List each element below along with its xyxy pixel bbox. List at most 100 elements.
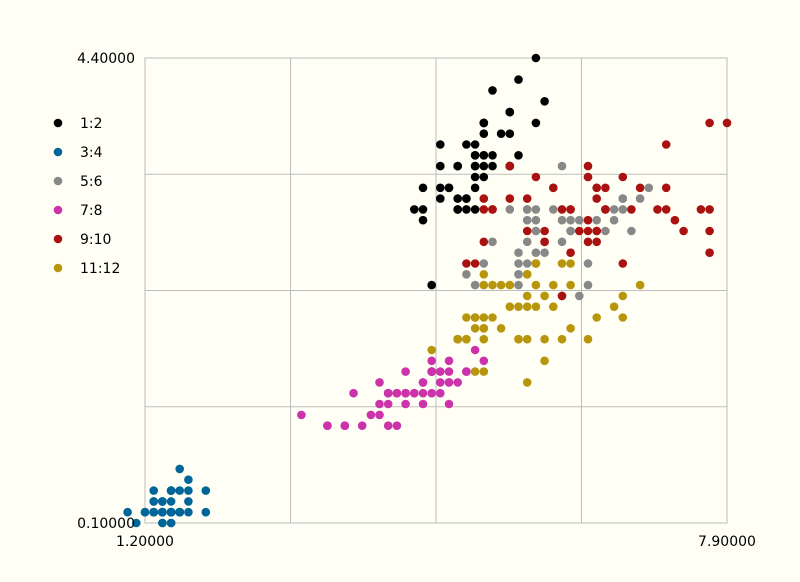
data-point bbox=[357, 421, 367, 431]
data-point bbox=[514, 151, 523, 160]
data-point bbox=[479, 270, 489, 279]
data-point bbox=[401, 388, 410, 398]
data-point bbox=[531, 248, 541, 257]
data-point bbox=[601, 226, 610, 236]
data-point bbox=[392, 421, 402, 431]
data-point bbox=[453, 161, 463, 171]
data-point bbox=[583, 237, 593, 247]
data-point bbox=[609, 205, 619, 214]
data-point bbox=[531, 226, 541, 236]
data-point bbox=[583, 172, 593, 182]
data-point bbox=[505, 280, 515, 290]
data-point bbox=[496, 280, 506, 290]
data-point bbox=[592, 313, 601, 322]
data-point bbox=[488, 161, 497, 171]
data-point bbox=[514, 270, 523, 279]
data-point bbox=[549, 183, 558, 193]
legend-label: 5:6 bbox=[80, 174, 103, 190]
data-point bbox=[479, 237, 489, 247]
data-point bbox=[166, 486, 176, 495]
data-point bbox=[401, 399, 410, 409]
data-point bbox=[679, 226, 688, 236]
data-point bbox=[609, 215, 619, 225]
data-point bbox=[470, 172, 480, 182]
data-point bbox=[540, 226, 549, 236]
grid-lines bbox=[145, 58, 727, 523]
data-point bbox=[705, 118, 714, 128]
data-point bbox=[540, 334, 549, 344]
x-tick-label-max: 7.90000 bbox=[698, 534, 756, 550]
data-point bbox=[479, 356, 489, 366]
data-point bbox=[549, 302, 558, 312]
data-point bbox=[123, 507, 132, 517]
data-point bbox=[635, 183, 645, 193]
data-point bbox=[297, 410, 306, 420]
data-point bbox=[549, 280, 558, 290]
data-point bbox=[557, 205, 567, 214]
data-point bbox=[418, 183, 428, 193]
data-point bbox=[522, 291, 532, 301]
data-point bbox=[514, 248, 523, 257]
data-point bbox=[522, 194, 532, 203]
data-point bbox=[479, 259, 489, 268]
data-point bbox=[618, 313, 628, 322]
legend-marker bbox=[53, 176, 63, 186]
data-point bbox=[175, 464, 184, 474]
data-point bbox=[479, 172, 489, 182]
data-point bbox=[505, 107, 515, 117]
data-point bbox=[375, 399, 384, 409]
data-point bbox=[140, 507, 150, 517]
data-point bbox=[410, 205, 419, 214]
data-point bbox=[444, 367, 454, 376]
data-point bbox=[470, 345, 480, 355]
data-point bbox=[479, 313, 489, 322]
data-point bbox=[531, 172, 541, 182]
data-point bbox=[366, 410, 376, 420]
data-point bbox=[479, 367, 489, 376]
data-point bbox=[540, 291, 549, 301]
data-point bbox=[670, 215, 680, 225]
data-point bbox=[583, 215, 593, 225]
legend-label: 9:10 bbox=[80, 232, 111, 248]
data-point bbox=[522, 259, 532, 268]
data-point bbox=[627, 205, 636, 214]
data-point bbox=[132, 518, 141, 528]
data-point bbox=[531, 118, 541, 128]
data-point bbox=[696, 205, 706, 214]
data-point bbox=[705, 226, 714, 236]
data-point bbox=[470, 205, 480, 214]
data-point bbox=[583, 226, 593, 236]
data-point bbox=[505, 129, 515, 138]
data-point bbox=[462, 270, 471, 279]
data-point bbox=[583, 161, 593, 171]
data-point bbox=[566, 215, 575, 225]
data-point bbox=[661, 205, 671, 214]
data-point bbox=[436, 140, 445, 149]
data-point bbox=[557, 215, 567, 225]
data-point bbox=[470, 161, 480, 171]
data-point bbox=[540, 237, 549, 247]
data-point bbox=[531, 53, 541, 63]
data-point bbox=[418, 215, 428, 225]
data-point bbox=[514, 75, 523, 84]
x-tick-label-min: 1.20000 bbox=[116, 534, 174, 550]
legend: 1:2 3:4 5:6 7:8 9:10 11:12 bbox=[53, 116, 120, 277]
data-point bbox=[514, 302, 523, 312]
data-point bbox=[496, 324, 506, 333]
data-point bbox=[601, 205, 610, 214]
data-point bbox=[496, 129, 506, 138]
data-point bbox=[575, 226, 584, 236]
data-point bbox=[592, 237, 601, 247]
data-point bbox=[522, 378, 532, 387]
data-point bbox=[462, 140, 471, 149]
data-point bbox=[375, 410, 384, 420]
data-point bbox=[488, 151, 497, 160]
data-point bbox=[383, 421, 393, 431]
data-point bbox=[522, 205, 532, 214]
data-point bbox=[479, 280, 489, 290]
data-point bbox=[453, 194, 463, 203]
data-point bbox=[427, 388, 437, 398]
data-point bbox=[462, 367, 471, 376]
data-point bbox=[627, 226, 636, 236]
data-point bbox=[479, 324, 489, 333]
